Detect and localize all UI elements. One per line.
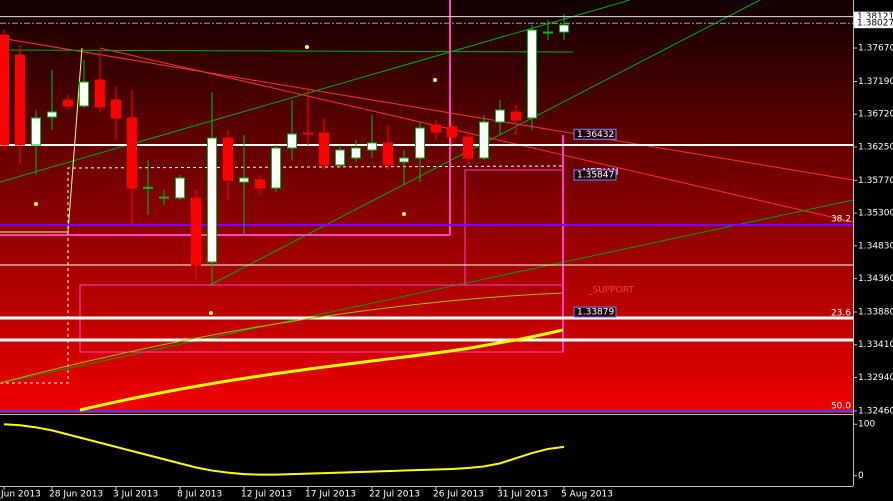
candle-body (159, 196, 169, 199)
candle-body (207, 137, 217, 263)
candle-body (335, 149, 345, 166)
candle-body (463, 136, 473, 159)
main-pane (0, 0, 853, 413)
fractal (209, 311, 213, 315)
trend-line (0, 0, 631, 183)
trend-line (0, 37, 854, 181)
candle-body (271, 147, 281, 189)
y-tick-label: 1.36720 (858, 110, 893, 120)
candle-body (511, 111, 521, 121)
candle-body (191, 197, 201, 266)
step-line (0, 47, 83, 233)
candle-body (223, 137, 233, 181)
x-tick-label: 5 Aug 2013 (561, 490, 613, 500)
y-tick-label: 1.34830 (858, 241, 893, 251)
y-tick-label: 1.34360 (858, 274, 893, 284)
level-label: 1.33879 (577, 308, 614, 318)
fractal (433, 78, 437, 82)
y-tick-label: 1.33410 (858, 340, 893, 350)
candle-body (111, 99, 121, 119)
candle-body (383, 142, 393, 166)
candle-body (559, 24, 569, 33)
candle-body (287, 133, 297, 149)
candle-body (447, 126, 457, 138)
candle-body (95, 79, 105, 108)
x-tick-label: 31 Jul 2013 (497, 490, 548, 500)
candle-body (399, 157, 409, 163)
y-tick-label: 1.36250 (858, 142, 893, 152)
candle-body (255, 179, 265, 189)
y-tick-label: 1.35300 (858, 209, 893, 219)
candle-body (543, 31, 553, 34)
candle-body (351, 147, 361, 159)
x-tick-label: 26 Jul 2013 (433, 490, 484, 500)
drawing-objects (0, 0, 854, 412)
candle-body (127, 117, 137, 189)
y-tick-label: 1.37190 (858, 77, 893, 87)
x-tick-label: 8 Jul 2013 (177, 490, 222, 500)
candle-body (495, 109, 505, 123)
indicator-line (3, 423, 565, 476)
level-label-box (573, 169, 617, 181)
candle-body (0, 34, 9, 146)
candle-body (479, 121, 489, 159)
y-tick-label: 1.32460 (858, 406, 893, 416)
candle-body (63, 99, 73, 107)
annotation: _SUPPORT (587, 286, 634, 296)
candle-body (175, 177, 185, 199)
candle-body (143, 186, 153, 189)
candle-body (303, 132, 313, 135)
price-marker-box (854, 11, 893, 22)
y-tick-label: 1.35770 (858, 176, 893, 186)
x-tick-label: 17 Jul 2013 (305, 490, 356, 500)
candle-body (239, 177, 249, 183)
fractal (305, 45, 309, 49)
fib-label: 23.6 (831, 309, 851, 319)
candle-body (431, 124, 441, 133)
candle-body (31, 117, 41, 146)
level-label-box (573, 306, 617, 318)
dashed-line (0, 165, 564, 384)
fib-label: 50.0 (831, 402, 851, 412)
x-tick-label: 28 Jun 2013 (49, 490, 103, 500)
x-tick-label: Jun 2013 (0, 490, 41, 500)
y-tick-label: 1.37670 (858, 44, 893, 54)
candle-body (79, 81, 89, 107)
candle-body (527, 29, 537, 119)
x-tick-label: 3 Jul 2013 (113, 490, 158, 500)
candle-body (367, 142, 377, 151)
candle-body (415, 127, 425, 159)
candle-body (319, 132, 329, 166)
moving-average (0, 292, 564, 384)
level-label: 1.36432 (577, 130, 614, 140)
indicator-tick-label: 0 (858, 471, 864, 481)
y-tick-label: 1.32940 (858, 373, 893, 383)
price-marker-label: 1.38121 (857, 12, 893, 22)
candle-body (47, 111, 57, 118)
moving-average (79, 328, 564, 412)
price-marker-label: 1.38027 (857, 19, 893, 29)
candle-body (15, 54, 25, 146)
y-tick-label: 1.33880 (858, 308, 893, 318)
indicator-tick-label: 100 (858, 420, 875, 430)
fractal (34, 202, 38, 206)
price-marker-box (854, 18, 893, 29)
level-label: 1.35847 (577, 171, 614, 181)
fib-label: 38.2 (831, 215, 851, 225)
channel-line (0, 49, 574, 53)
fractal (402, 212, 406, 216)
x-tick-label: 12 Jul 2013 (241, 490, 292, 500)
trend-line (99, 47, 854, 223)
x-tick-label: 22 Jul 2013 (369, 490, 420, 500)
fractals (34, 45, 437, 315)
level-label-box (573, 128, 617, 140)
